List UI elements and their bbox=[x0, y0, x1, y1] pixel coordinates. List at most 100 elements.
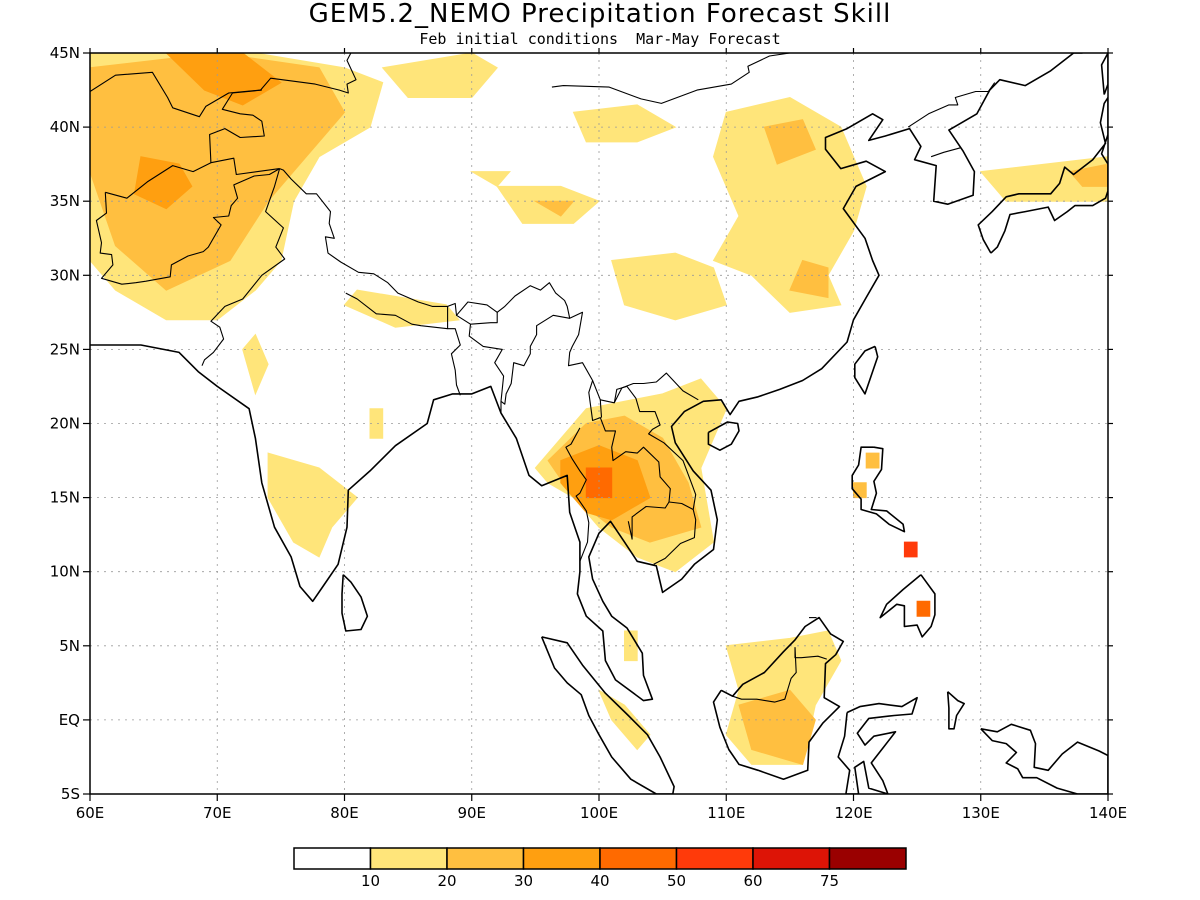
tick-label-lon: 140E bbox=[1089, 804, 1127, 822]
coastline-7 bbox=[853, 345, 879, 395]
colorbar-swatch-2 bbox=[446, 847, 525, 870]
border-0 bbox=[105, 157, 280, 199]
map-title: GEM5.2_NEMO Precipitation Forecast Skill bbox=[309, 0, 892, 29]
skill-region-1 bbox=[90, 53, 346, 291]
coastline-2 bbox=[540, 636, 675, 794]
skill-region-25 bbox=[597, 689, 651, 751]
border-7 bbox=[456, 312, 498, 325]
coastline-11 bbox=[980, 723, 1108, 794]
skill-region-11 bbox=[611, 252, 727, 321]
tick-label-lat: 5N bbox=[59, 637, 80, 655]
tick-label-lat: 40N bbox=[50, 118, 80, 136]
border-10 bbox=[500, 314, 570, 405]
map-plot-area bbox=[90, 53, 1108, 862]
border-3 bbox=[209, 89, 265, 163]
skill-region-27 bbox=[865, 452, 880, 469]
tick-label-lat: 25N bbox=[50, 340, 80, 358]
skill-region-3 bbox=[165, 53, 282, 106]
tick-label-lat: 20N bbox=[50, 415, 80, 433]
border-14 bbox=[613, 385, 697, 565]
country-borders bbox=[90, 53, 996, 703]
graticule bbox=[90, 53, 1108, 794]
skill-region-7 bbox=[763, 119, 816, 165]
border-4 bbox=[279, 168, 699, 404]
coastline-9 bbox=[977, 96, 1108, 254]
skill-region-2 bbox=[133, 156, 193, 210]
colorbar-swatch-5 bbox=[675, 847, 754, 870]
colorbar-swatch-4 bbox=[599, 847, 678, 870]
skill-region-12 bbox=[469, 171, 511, 188]
tick-label-lon: 90E bbox=[457, 804, 486, 822]
coastline-3 bbox=[712, 616, 845, 781]
colorbar-swatch-0 bbox=[293, 847, 372, 870]
tick-label-lon: 80E bbox=[330, 804, 359, 822]
colorbar-label-5: 60 bbox=[743, 872, 762, 890]
skill-region-28 bbox=[853, 482, 867, 499]
skill-region-14 bbox=[1068, 163, 1108, 187]
colorbar-label-0: 10 bbox=[361, 872, 380, 890]
coastline-8 bbox=[707, 421, 740, 452]
tick-label-lat: 35N bbox=[50, 192, 80, 210]
coastline-12 bbox=[946, 691, 966, 730]
skill-shading bbox=[90, 53, 1108, 766]
colorbar-label-3: 40 bbox=[590, 872, 609, 890]
border-11 bbox=[588, 380, 671, 540]
skill-region-16 bbox=[242, 333, 269, 396]
tick-label-lon: 70E bbox=[203, 804, 232, 822]
colorbar: 10 20 30 40 50 60 75 bbox=[293, 847, 907, 890]
coastline-13 bbox=[916, 844, 947, 862]
coastline-10 bbox=[1100, 53, 1108, 95]
coastline-5 bbox=[851, 446, 906, 533]
border-13 bbox=[565, 427, 590, 562]
colorbar-label-6: 75 bbox=[820, 872, 839, 890]
tick-label-lon: 130E bbox=[962, 804, 1000, 822]
colorbar-label-1: 20 bbox=[437, 872, 456, 890]
border-6 bbox=[345, 292, 449, 330]
tick-label-lat: 15N bbox=[50, 489, 80, 507]
colorbar-swatch-1 bbox=[369, 847, 448, 870]
border-5 bbox=[201, 168, 286, 366]
tick-label-lat: 10N bbox=[50, 563, 80, 581]
skill-region-10 bbox=[533, 200, 575, 217]
colorbar-label-2: 30 bbox=[514, 872, 533, 890]
axis-ticks: 60E 70E 80E 90E 100E 110E 120E 130E 140E 5S EQ 5N 10… bbox=[50, 44, 1127, 822]
colorbar-swatch-6 bbox=[752, 847, 831, 870]
coastline-0 bbox=[90, 53, 1083, 702]
colorbar-label-4: 50 bbox=[667, 872, 686, 890]
skill-region-5 bbox=[572, 104, 677, 143]
tick-label-lon: 120E bbox=[834, 804, 872, 822]
skill-region-15 bbox=[343, 289, 460, 328]
tick-label-lat: 5S bbox=[61, 785, 80, 803]
tick-label-lat: 30N bbox=[50, 266, 80, 284]
border-8 bbox=[447, 328, 461, 396]
skill-region-30 bbox=[903, 541, 918, 558]
coastline-6 bbox=[879, 574, 936, 638]
tick-label-lon: 100E bbox=[580, 804, 618, 822]
border-19 bbox=[907, 82, 996, 128]
tick-label-lon: 60E bbox=[76, 804, 105, 822]
skill-region-8 bbox=[789, 259, 829, 299]
skill-region-29 bbox=[916, 600, 931, 617]
coastline-4 bbox=[837, 696, 918, 794]
border-23 bbox=[720, 647, 797, 703]
skill-region-13 bbox=[979, 156, 1108, 202]
skill-region-22 bbox=[585, 467, 613, 499]
tick-label-lat: 45N bbox=[50, 44, 80, 62]
tick-label-lon: 110E bbox=[707, 804, 745, 822]
colorbar-swatch-7 bbox=[828, 847, 907, 870]
border-9 bbox=[468, 324, 505, 414]
coastlines bbox=[90, 53, 1108, 862]
skill-region-18 bbox=[369, 408, 384, 439]
map-subtitle: Feb initial conditions Mar-May Forecast bbox=[419, 30, 780, 48]
border-20 bbox=[930, 147, 961, 158]
skill-region-4 bbox=[381, 53, 498, 98]
border-12 bbox=[599, 399, 603, 418]
colorbar-swatch-3 bbox=[522, 847, 601, 870]
skill-region-17 bbox=[267, 452, 358, 558]
border-1 bbox=[95, 168, 280, 285]
border-15 bbox=[668, 501, 694, 510]
tick-label-lat: EQ bbox=[59, 711, 80, 729]
coastline-1 bbox=[341, 574, 369, 632]
border-18 bbox=[551, 53, 790, 104]
